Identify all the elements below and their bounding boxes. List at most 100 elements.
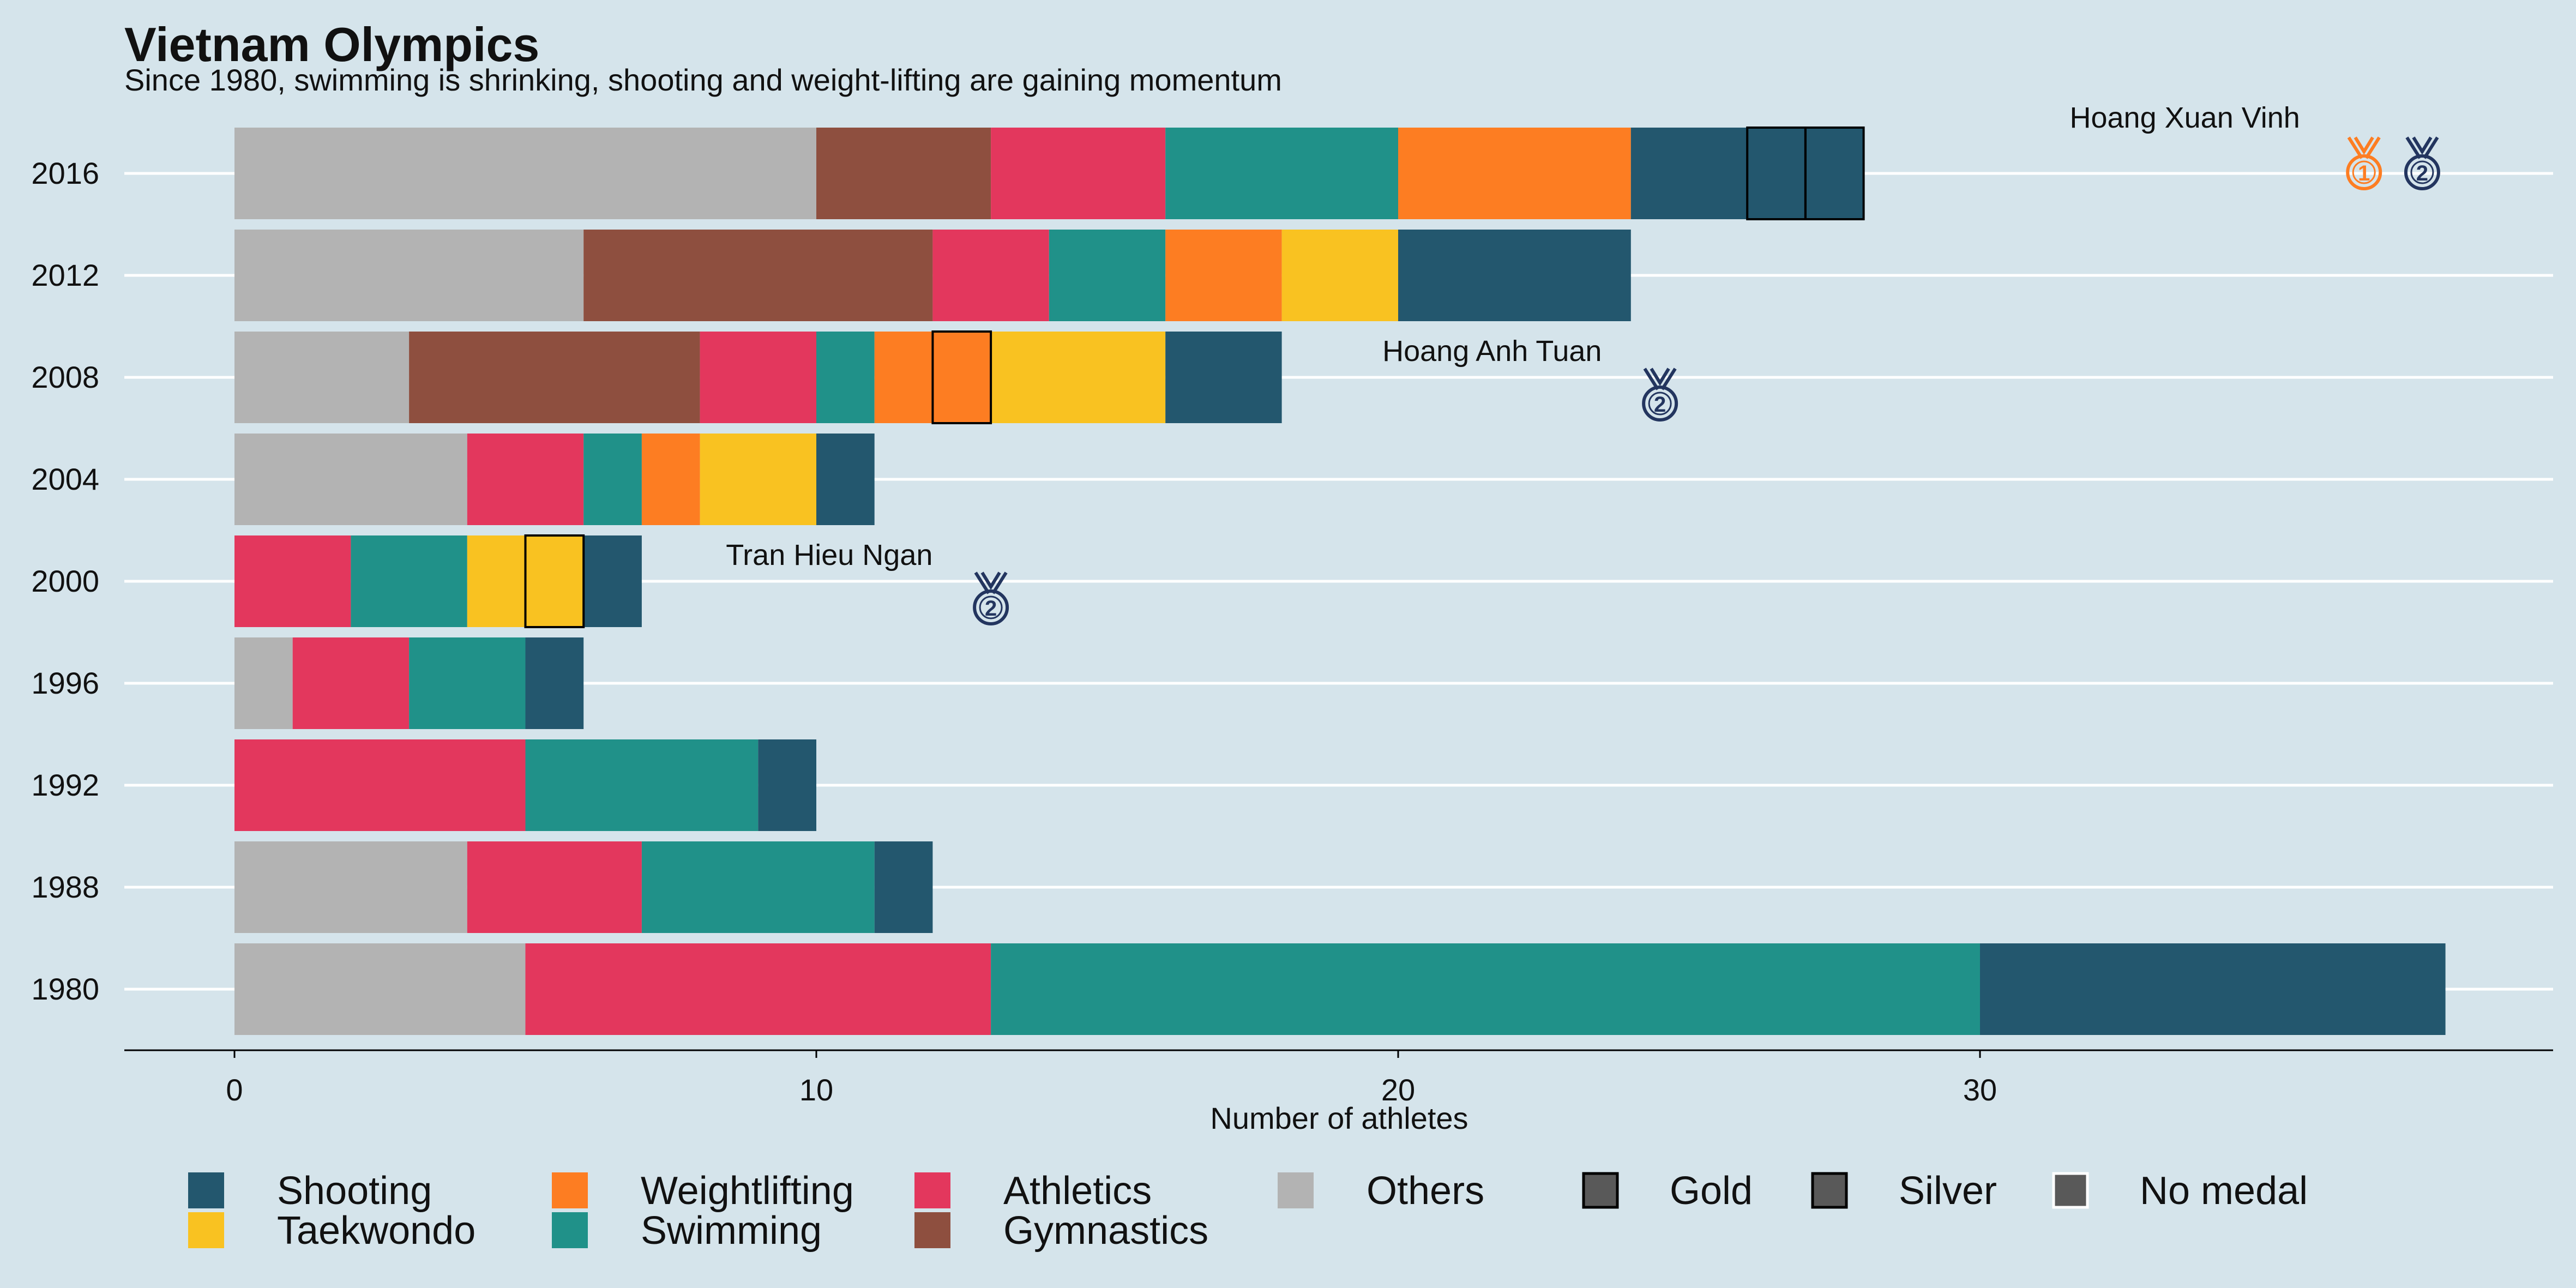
legend-swatch-athletics (914, 1172, 950, 1208)
bar-2012-weightlifting (1165, 230, 1282, 321)
x-axis-label: Number of athletes (1210, 1101, 1468, 1135)
bar-2016-athletics (991, 128, 1166, 219)
bar-2016-gymnastics (816, 128, 991, 219)
legend-swatch-weightlifting (552, 1172, 588, 1208)
legend-item-shooting: Shooting (188, 1169, 432, 1213)
medal-outlines (524, 127, 1865, 628)
bar-1992-swimming (525, 739, 759, 831)
legend-label-shooting: Shooting (277, 1169, 432, 1213)
bar-2000-athletics (234, 535, 351, 627)
y-tick-label-1980: 1980 (31, 972, 99, 1006)
bar-2012-shooting (1398, 230, 1631, 321)
medal-outline-2008-silver (931, 330, 992, 424)
bar-1996-others (234, 637, 293, 729)
bar-1988-swimming (641, 841, 875, 933)
x-tick-label-0: 0 (226, 1073, 243, 1107)
legend-label-no-medal: No medal (2140, 1169, 2308, 1213)
legend-label-silver: Silver (1899, 1169, 1997, 1213)
medal-icon-hoang-anh-tuan-silver: 2 (1642, 368, 1678, 422)
legend-label-others: Others (1367, 1169, 1484, 1213)
medal-icon-hoang-xuan-vinh-gold: 1 (2346, 136, 2382, 190)
legend-swatch-silver (1811, 1172, 1848, 1209)
bar-2016-swimming (1165, 128, 1398, 219)
bar-1996-athletics (292, 637, 410, 729)
y-tick-label-2000: 2000 (31, 564, 99, 598)
bar-2008-gymnastics (409, 332, 700, 423)
bar-2004-taekwondo (700, 434, 816, 525)
bar-2008-swimming (816, 332, 875, 423)
bar-1988-shooting (874, 841, 933, 933)
y-tick-label-1996: 1996 (31, 666, 99, 700)
svg-text:2: 2 (1654, 393, 1666, 417)
bar-2000-swimming (351, 535, 467, 627)
legend-item-no-medal: No medal (2052, 1169, 2308, 1213)
medal-icon-hoang-xuan-vinh-silver: 2 (2404, 136, 2440, 190)
bar-1996-swimming (409, 637, 526, 729)
bar-1988-others (234, 841, 467, 933)
legend-swatch-others (1278, 1172, 1314, 1208)
medal-outline-2000-silver (524, 534, 585, 628)
y-tick-label-2008: 2008 (31, 360, 99, 394)
legend-item-weightlifting: Weightlifting (552, 1169, 854, 1213)
annotation-hoang-anh-tuan: Hoang Anh Tuan (1382, 335, 1602, 368)
legend-label-gold: Gold (1670, 1169, 1753, 1213)
bar-1980-others (234, 943, 526, 1035)
bar-2004-athletics (467, 434, 584, 525)
svg-text:1: 1 (2358, 161, 2370, 185)
bar-2004-shooting (816, 434, 875, 525)
x-axis: 0 10 20 30 (226, 1050, 1997, 1107)
chart-title: Vietnam Olympics (124, 17, 539, 71)
y-tick-label-2004: 2004 (31, 462, 99, 496)
legend-swatch-taekwondo (188, 1212, 224, 1248)
y-tick-label-1988: 1988 (31, 870, 99, 904)
bar-2008-shooting (1165, 332, 1282, 423)
legend-label-athletics: Athletics (1003, 1169, 1152, 1213)
bar-2004-weightlifting (641, 434, 700, 525)
bar-2008-others (234, 332, 410, 423)
svg-text:2: 2 (2416, 161, 2428, 185)
x-tick-label-10: 10 (799, 1073, 833, 1107)
bar-2016-others (234, 128, 816, 219)
x-tick-label-30: 30 (1963, 1073, 1997, 1107)
bar-1992-shooting (758, 739, 816, 831)
y-tick-label-2012: 2012 (31, 258, 99, 292)
legend-swatch-swimming (552, 1212, 588, 1248)
bar-1980-swimming (991, 943, 1980, 1035)
bars (234, 128, 2446, 1035)
y-tick-label-2016: 2016 (31, 156, 99, 190)
bar-2000-shooting (583, 535, 642, 627)
medal-icon-tran-hieu-ngan-silver: 2 (973, 571, 1009, 625)
annotations: Hoang Xuan Vinh 1 2 Hoang Anh Tuan 2 Tran Hie… (726, 101, 2440, 625)
medal-outline-2016-silver (1804, 127, 1865, 220)
y-axis: 2016 2012 2008 2004 2000 1996 1992 1988 1980 (31, 156, 99, 1006)
legend-label-swimming: Swimming (641, 1209, 822, 1253)
legend-swatch-gold (1582, 1172, 1619, 1209)
legend-item-gold: Gold (1582, 1169, 1753, 1213)
legend-label-taekwondo: Taekwondo (277, 1209, 476, 1253)
bar-2012-athletics (932, 230, 1049, 321)
bar-2008-athletics (700, 332, 816, 423)
legend-label-weightlifting: Weightlifting (641, 1169, 854, 1213)
legend-item-others: Others (1278, 1169, 1484, 1213)
bar-1980-athletics (525, 943, 991, 1035)
bar-2004-others (234, 434, 467, 525)
annotation-hoang-xuan-vinh: Hoang Xuan Vinh (2069, 101, 2300, 134)
annotation-tran-hieu-ngan: Tran Hieu Ngan (726, 539, 932, 571)
legend-item-gymnastics: Gymnastics (914, 1209, 1208, 1253)
bar-1988-athletics (467, 841, 642, 933)
legend-swatch-shooting (188, 1172, 224, 1208)
bar-2012-taekwondo (1281, 230, 1398, 321)
bar-2004-swimming (583, 434, 642, 525)
chart-subtitle: Since 1980, swimming is shrinking, shoot… (124, 63, 1282, 97)
bar-1996-shooting (525, 637, 584, 729)
bar-2012-others (234, 230, 584, 321)
legend-item-silver: Silver (1811, 1169, 1997, 1213)
legend-swatch-gymnastics (914, 1212, 950, 1248)
bar-1992-athletics (234, 739, 526, 831)
bar-2012-swimming (1049, 230, 1166, 321)
svg-text:2: 2 (985, 597, 997, 621)
y-tick-label-1992: 1992 (31, 768, 99, 802)
bar-2008-taekwondo (991, 332, 1166, 423)
